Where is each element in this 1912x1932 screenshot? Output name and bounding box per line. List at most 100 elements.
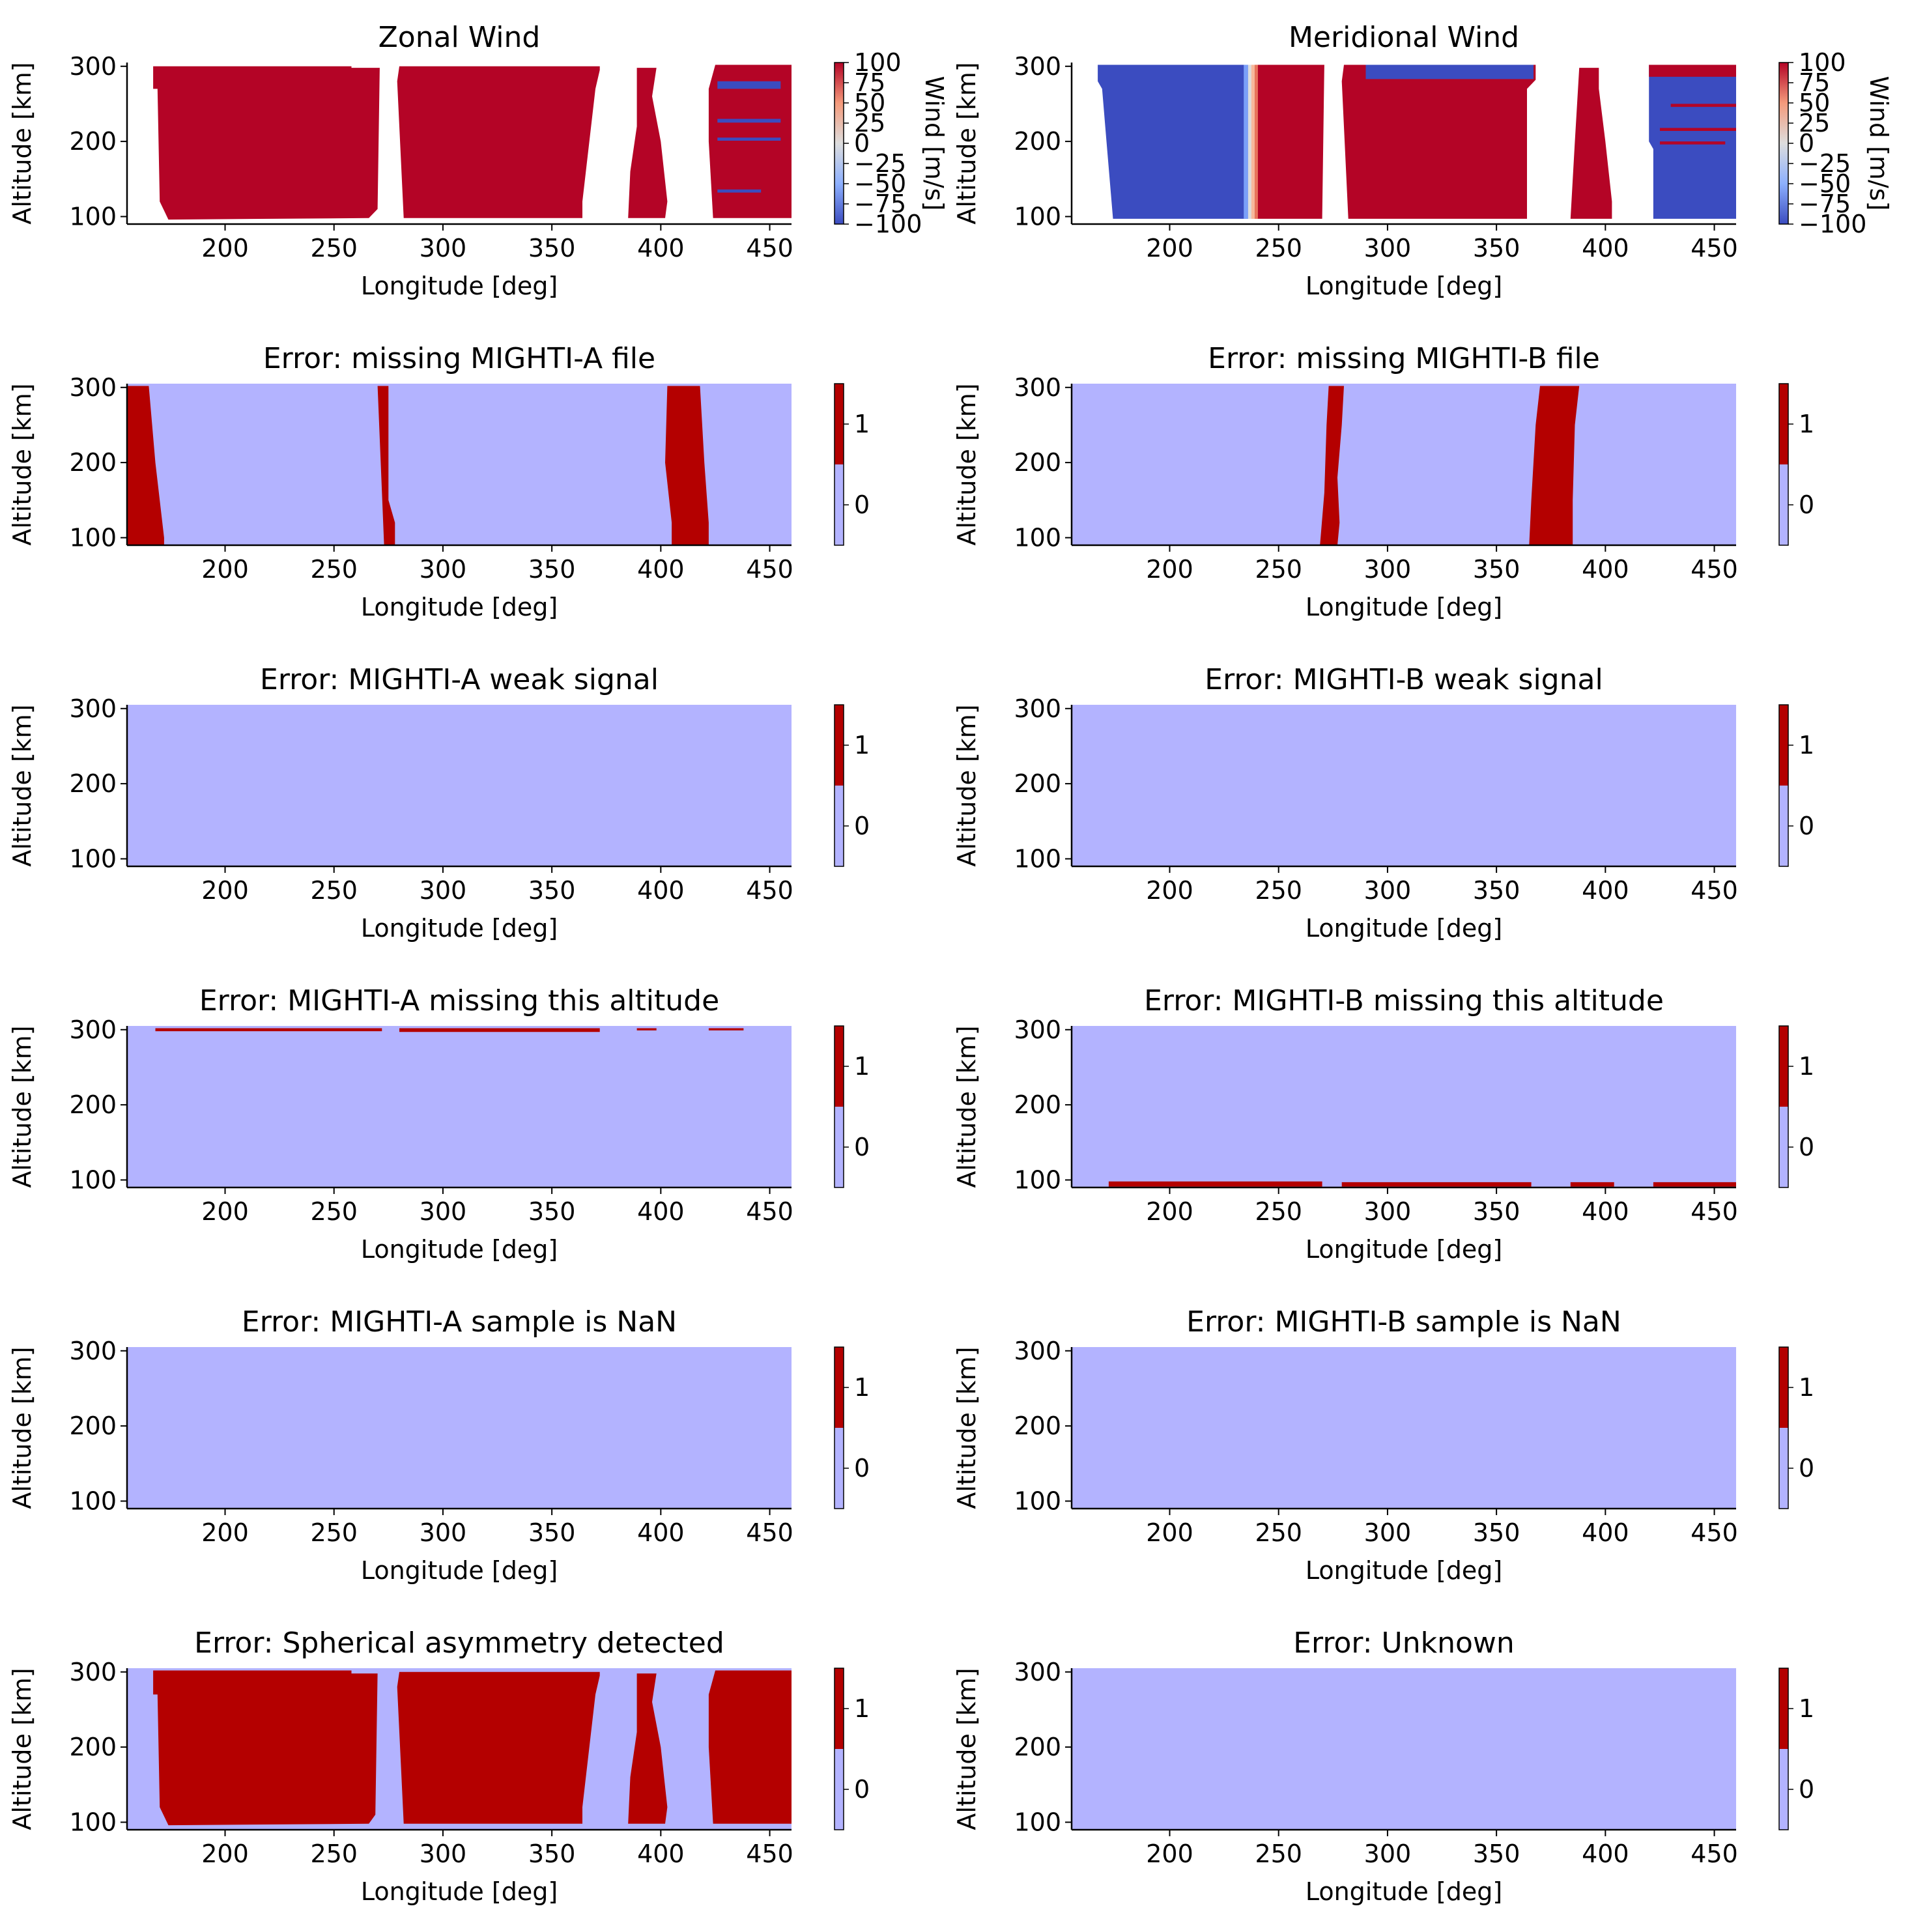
panel-3: Error: missing MIGHTI-B file 200 250 300 350… <box>952 342 1814 621</box>
y-axis-label: Altitude [km] <box>8 383 36 545</box>
x-tick-label: 450 <box>1691 234 1738 263</box>
colorbar: 10 <box>834 1668 870 1830</box>
x-tick-label: 450 <box>746 1840 793 1868</box>
colorbar-frame <box>1778 383 1789 546</box>
colorbar-tick-label: 75 <box>1799 68 1830 97</box>
data-region-2 <box>665 386 709 545</box>
y-tick-label: 100 <box>69 202 117 231</box>
x-tick-label: 200 <box>201 1197 249 1226</box>
panel-11: Error: Unknown 200 250 300 350 400 450 100 200 30… <box>952 1627 1814 1906</box>
colorbar-label: Wind [m/s] <box>1864 76 1893 211</box>
x-axis-label: Longitude [deg] <box>361 914 558 943</box>
x-tick-label: 400 <box>1582 876 1629 905</box>
colorbar-high <box>1779 1347 1788 1428</box>
panel-title: Error: missing MIGHTI-B file <box>1208 342 1600 375</box>
colorbar-frame <box>834 704 844 867</box>
colorbar: 10 <box>1778 1668 1814 1830</box>
x-tick-label: 450 <box>746 1197 793 1226</box>
x-tick-label: 300 <box>420 1518 467 1547</box>
y-tick-label: 300 <box>69 373 117 402</box>
colorbar-low <box>835 786 844 866</box>
x-tick-label: 250 <box>1255 876 1302 905</box>
colorbar-low <box>835 1428 844 1509</box>
colorbar-high <box>835 1347 844 1428</box>
data-region-0 <box>1108 1181 1322 1187</box>
x-tick-label: 300 <box>1364 555 1412 584</box>
colorbar: 10 <box>1778 383 1814 546</box>
colorbar-tick-label: 0 <box>1799 1133 1814 1161</box>
x-tick-label: 250 <box>1255 555 1302 584</box>
x-tick-label: 400 <box>637 1840 685 1868</box>
plot-background <box>1072 384 1736 545</box>
y-tick-label: 100 <box>69 844 117 873</box>
x-tick-label: 250 <box>1255 1197 1302 1226</box>
plot-background <box>127 705 792 866</box>
colorbar-tick-label: 1 <box>1799 731 1814 760</box>
colorbar-tick-label: −25 <box>854 149 906 178</box>
data-region-2 <box>1570 1182 1614 1187</box>
colorbar-tick-label: −75 <box>854 190 906 218</box>
data-region-0 <box>153 66 380 220</box>
panel-7: Error: MIGHTI-B missing this altitude 200… <box>952 984 1814 1264</box>
y-tick-label: 300 <box>1014 373 1061 402</box>
panel-title: Error: MIGHTI-B weak signal <box>1205 663 1603 696</box>
y-tick-label: 200 <box>69 1412 117 1440</box>
colorbar-tick-label: 0 <box>1799 1454 1814 1483</box>
x-tick-label: 200 <box>201 1518 249 1547</box>
data-region-1 <box>397 66 600 218</box>
colorbar-low <box>1779 1107 1788 1187</box>
x-axis-label: Longitude [deg] <box>1306 272 1502 300</box>
y-tick-label: 200 <box>69 127 117 156</box>
x-tick-label: 350 <box>1473 1197 1520 1226</box>
x-tick-label: 350 <box>1473 555 1520 584</box>
y-tick-label: 300 <box>69 52 117 81</box>
colorbar-frame <box>1778 1025 1789 1188</box>
colorbar-tick-label: 1 <box>854 1373 870 1402</box>
colorbar-tick-label: 0 <box>854 812 870 840</box>
y-tick-label: 100 <box>1014 1808 1061 1836</box>
data-region-1 <box>1529 386 1580 545</box>
x-tick-label: 350 <box>528 1197 576 1226</box>
panel-10: Error: Spherical asymmetry detected 200 25… <box>8 1627 870 1906</box>
x-axis-label: Longitude [deg] <box>361 593 558 621</box>
y-axis-label: Altitude [km] <box>952 704 981 866</box>
colorbar-tick-label: 0 <box>854 490 870 519</box>
data-regions <box>1320 386 1580 545</box>
data-region-3 <box>1341 64 1536 219</box>
colorbar-tick-label: −50 <box>1799 169 1851 198</box>
x-tick-label: 250 <box>310 555 358 584</box>
y-tick-label: 300 <box>69 1016 117 1044</box>
x-tick-label: 450 <box>746 234 793 263</box>
y-axis-label: Altitude [km] <box>8 704 36 866</box>
data-regions <box>1108 1181 1736 1187</box>
data-regions <box>1098 64 1736 219</box>
colorbar: 10 <box>1778 704 1814 867</box>
panel-0: Zonal Wind 200 250 300 350 400 450 100 200 300 Lon… <box>8 21 949 300</box>
panel-title: Error: MIGHTI-A weak signal <box>260 663 659 696</box>
data-region-3 <box>1653 1182 1736 1187</box>
x-tick-label: 250 <box>1255 1840 1302 1868</box>
x-tick-label: 200 <box>1146 1197 1193 1226</box>
x-tick-label: 350 <box>1473 876 1520 905</box>
y-axis-label: Altitude [km] <box>8 62 36 224</box>
y-tick-label: 100 <box>1014 1486 1061 1515</box>
data-region-0 <box>153 1670 378 1826</box>
panel-4: Error: MIGHTI-A weak signal 200 250 300 350 4… <box>8 663 870 943</box>
x-tick-label: 300 <box>420 1840 467 1868</box>
panel-title: Zonal Wind <box>378 21 541 54</box>
y-axis-label: Altitude [km] <box>8 1346 36 1509</box>
x-tick-label: 350 <box>528 1518 576 1547</box>
x-axis-label: Longitude [deg] <box>361 1556 558 1585</box>
x-tick-label: 400 <box>1582 234 1629 263</box>
colorbar: 10 <box>834 383 870 546</box>
colorbar-high <box>1779 384 1788 464</box>
x-tick-label: 450 <box>1691 1840 1738 1868</box>
y-tick-label: 100 <box>1014 202 1061 231</box>
x-tick-label: 450 <box>1691 876 1738 905</box>
data-region-4 <box>1365 64 1534 79</box>
colorbar-high <box>1779 1026 1788 1107</box>
data-region-10 <box>1660 141 1726 145</box>
y-tick-label: 200 <box>69 1090 117 1119</box>
